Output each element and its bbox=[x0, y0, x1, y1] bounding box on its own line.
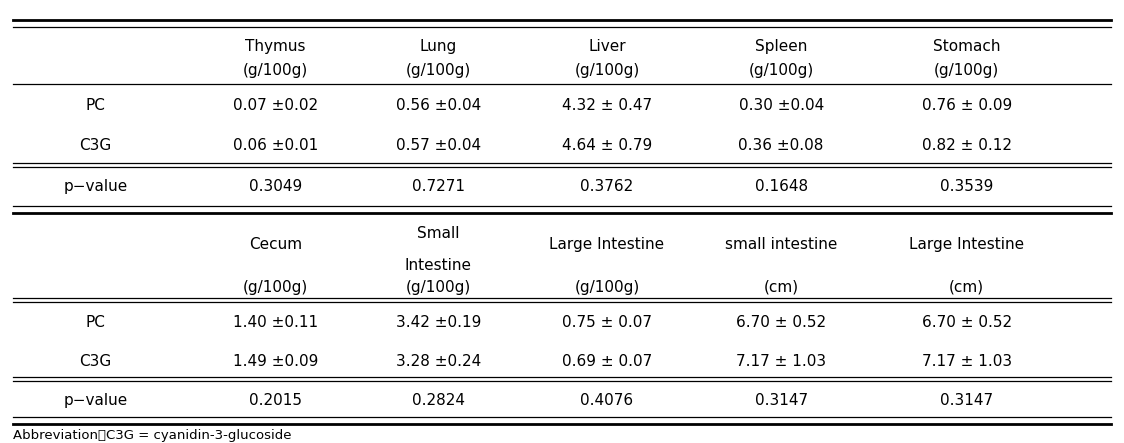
Text: Liver: Liver bbox=[588, 39, 626, 54]
Text: (g/100g): (g/100g) bbox=[934, 63, 999, 78]
Text: 0.07 ±0.02: 0.07 ±0.02 bbox=[233, 98, 318, 113]
Text: Large Intestine: Large Intestine bbox=[550, 237, 664, 252]
Text: 0.30 ±0.04: 0.30 ±0.04 bbox=[738, 98, 824, 113]
Text: 0.36 ±0.08: 0.36 ±0.08 bbox=[738, 138, 824, 153]
Text: 4.32 ± 0.47: 4.32 ± 0.47 bbox=[562, 98, 652, 113]
Text: 0.4076: 0.4076 bbox=[580, 392, 634, 408]
Text: 0.82 ± 0.12: 0.82 ± 0.12 bbox=[922, 138, 1012, 153]
Text: 0.1648: 0.1648 bbox=[754, 179, 808, 194]
Text: Thymus: Thymus bbox=[245, 39, 306, 54]
Text: Cecum: Cecum bbox=[248, 237, 302, 252]
Text: C3G: C3G bbox=[80, 354, 111, 369]
Text: 1.49 ±0.09: 1.49 ±0.09 bbox=[233, 354, 318, 369]
Text: Intestine: Intestine bbox=[405, 258, 472, 273]
Text: PC: PC bbox=[85, 98, 106, 113]
Text: 0.3147: 0.3147 bbox=[940, 392, 994, 408]
Text: 0.06 ±0.01: 0.06 ±0.01 bbox=[233, 138, 318, 153]
Text: 0.75 ± 0.07: 0.75 ± 0.07 bbox=[562, 315, 652, 330]
Text: 0.3049: 0.3049 bbox=[248, 179, 302, 194]
Text: (g/100g): (g/100g) bbox=[574, 280, 640, 295]
Text: Abbreviation：C3G = cyanidin-3-glucoside: Abbreviation：C3G = cyanidin-3-glucoside bbox=[13, 428, 292, 442]
Text: (g/100g): (g/100g) bbox=[243, 280, 308, 295]
Text: 0.56 ±0.04: 0.56 ±0.04 bbox=[396, 98, 481, 113]
Text: 1.40 ±0.11: 1.40 ±0.11 bbox=[233, 315, 318, 330]
Text: (g/100g): (g/100g) bbox=[243, 63, 308, 78]
Text: 6.70 ± 0.52: 6.70 ± 0.52 bbox=[922, 315, 1012, 330]
Text: (g/100g): (g/100g) bbox=[406, 280, 471, 295]
Text: Small: Small bbox=[417, 226, 460, 241]
Text: 0.3147: 0.3147 bbox=[754, 392, 808, 408]
Text: PC: PC bbox=[85, 315, 106, 330]
Text: 0.3762: 0.3762 bbox=[580, 179, 634, 194]
Text: (cm): (cm) bbox=[763, 280, 799, 295]
Text: 0.7271: 0.7271 bbox=[411, 179, 465, 194]
Text: (g/100g): (g/100g) bbox=[749, 63, 814, 78]
Text: 4.64 ± 0.79: 4.64 ± 0.79 bbox=[562, 138, 652, 153]
Text: 0.69 ± 0.07: 0.69 ± 0.07 bbox=[562, 354, 652, 369]
Text: 0.76 ± 0.09: 0.76 ± 0.09 bbox=[922, 98, 1012, 113]
Text: small intestine: small intestine bbox=[725, 237, 837, 252]
Text: p−value: p−value bbox=[63, 179, 128, 194]
Text: (cm): (cm) bbox=[949, 280, 985, 295]
Text: 6.70 ± 0.52: 6.70 ± 0.52 bbox=[736, 315, 826, 330]
Text: Large Intestine: Large Intestine bbox=[909, 237, 1024, 252]
Text: 0.2824: 0.2824 bbox=[411, 392, 465, 408]
Text: 0.3539: 0.3539 bbox=[940, 179, 994, 194]
Text: Stomach: Stomach bbox=[933, 39, 1000, 54]
Text: p−value: p−value bbox=[63, 392, 128, 408]
Text: 0.2015: 0.2015 bbox=[248, 392, 302, 408]
Text: C3G: C3G bbox=[80, 138, 111, 153]
Text: 3.28 ±0.24: 3.28 ±0.24 bbox=[396, 354, 481, 369]
Text: 3.42 ±0.19: 3.42 ±0.19 bbox=[396, 315, 481, 330]
Text: Spleen: Spleen bbox=[755, 39, 807, 54]
Text: (g/100g): (g/100g) bbox=[574, 63, 640, 78]
Text: 7.17 ± 1.03: 7.17 ± 1.03 bbox=[736, 354, 826, 369]
Text: 0.57 ±0.04: 0.57 ±0.04 bbox=[396, 138, 481, 153]
Text: 7.17 ± 1.03: 7.17 ± 1.03 bbox=[922, 354, 1012, 369]
Text: Lung: Lung bbox=[419, 39, 457, 54]
Text: (g/100g): (g/100g) bbox=[406, 63, 471, 78]
